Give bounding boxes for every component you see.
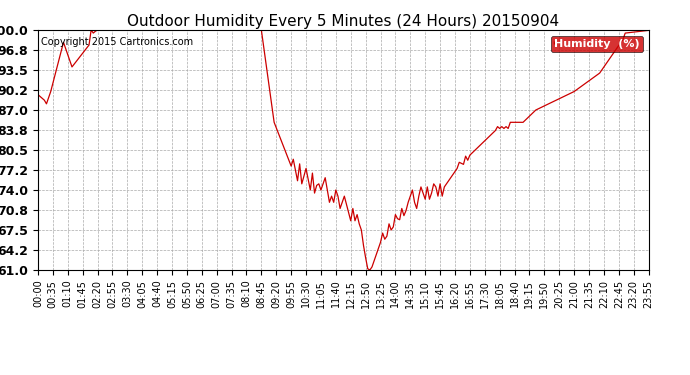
Text: Copyright 2015 Cartronics.com: Copyright 2015 Cartronics.com <box>41 37 193 47</box>
Legend: Humidity  (%): Humidity (%) <box>551 36 643 52</box>
Title: Outdoor Humidity Every 5 Minutes (24 Hours) 20150904: Outdoor Humidity Every 5 Minutes (24 Hou… <box>127 14 560 29</box>
